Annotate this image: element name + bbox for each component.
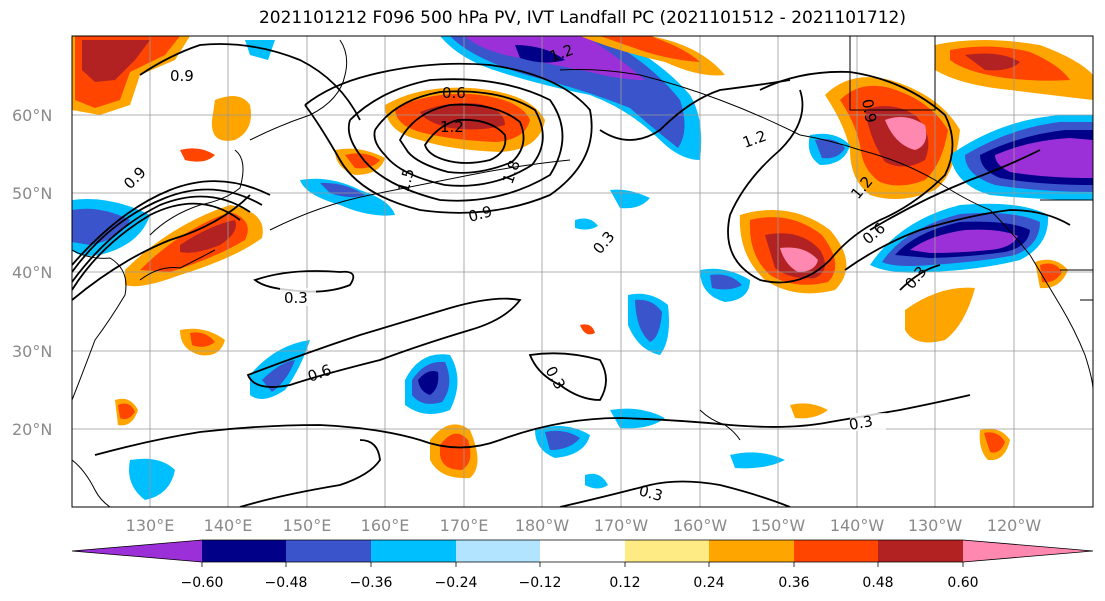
colorbar-tick-label: −0.60 [181, 575, 224, 591]
lon-label: 170°E [440, 516, 489, 535]
lat-label: 40°N [12, 263, 52, 282]
colorbar-tick-label: 0.60 [947, 575, 978, 591]
colorbar-extend-min [72, 540, 202, 562]
lat-label: 30°N [12, 342, 52, 361]
lon-label: 130°E [126, 516, 175, 535]
colorbar [71, 539, 1094, 567]
lon-label: 130°W [908, 516, 963, 535]
lon-label: 170°W [594, 516, 649, 535]
latitude-axis: 60°N 50°N 40°N 30°N 20°N [12, 106, 52, 439]
contour-label: 0.9 [858, 98, 880, 125]
colorbar-tick-label: −0.12 [519, 575, 562, 591]
longitude-axis: 130°E 140°E 150°E 160°E 170°E 180°W 170°… [126, 516, 1042, 535]
contour-label: 0.3 [848, 412, 875, 434]
colorbar-segment [709, 540, 794, 562]
colorbar-segment [540, 540, 625, 562]
contour-label: 1.2 [440, 118, 464, 136]
colorbar-tick-label: 0.48 [862, 575, 893, 591]
contour-label: 1.5 [394, 166, 418, 194]
coastlines [72, 36, 1093, 507]
lon-label: 140°W [830, 516, 885, 535]
lon-label: 160°W [673, 516, 728, 535]
contour-label: 0.3 [284, 289, 308, 307]
colorbar-segment [286, 540, 371, 562]
map-frame [71, 35, 1094, 508]
lat-label: 50°N [12, 184, 52, 203]
lon-label: 140°E [204, 516, 253, 535]
contour-label: 0.6 [442, 84, 466, 102]
colorbar-tick-label: 0.12 [609, 575, 640, 591]
lon-label: 120°W [987, 516, 1042, 535]
lat-label: 20°N [12, 420, 52, 439]
colorbar-tick-label: −0.36 [350, 575, 393, 591]
contour-label: 0.3 [637, 481, 665, 505]
lon-label: 150°E [283, 516, 332, 535]
colorbar-tick-label: 0.36 [778, 575, 809, 591]
lon-label: 180°W [515, 516, 570, 535]
colorbar-ticks: −0.60 −0.48 −0.36 −0.24 −0.12 0.12 0.24 … [181, 575, 979, 591]
contour-label: 0.9 [466, 202, 494, 226]
map-panel: 0.9 1.2 0.6 1.2 1.5 1.8 0.9 0.3 0.9 1.2 … [72, 36, 1093, 507]
colorbar-tick-label: −0.48 [265, 575, 308, 591]
colorbar-segment [625, 540, 709, 562]
map-title: 2021101212 F096 500 hPa PV, IVT Landfall… [258, 8, 906, 28]
colorbar-segment [794, 540, 878, 562]
colorbar-extend-max [963, 540, 1093, 562]
colorbar-tick-label: 0.24 [693, 575, 724, 591]
lon-label: 150°W [751, 516, 806, 535]
contour-label: 0.9 [170, 67, 194, 85]
colorbar-segment [878, 540, 963, 562]
colorbar-segment [456, 540, 540, 562]
pv-contours [72, 43, 1071, 507]
lat-label: 60°N [12, 106, 52, 125]
colorbar-segment [202, 540, 286, 562]
lon-label: 160°E [361, 516, 410, 535]
colorbar-tick-label: −0.24 [435, 575, 478, 591]
colorbar-segment [371, 540, 456, 562]
